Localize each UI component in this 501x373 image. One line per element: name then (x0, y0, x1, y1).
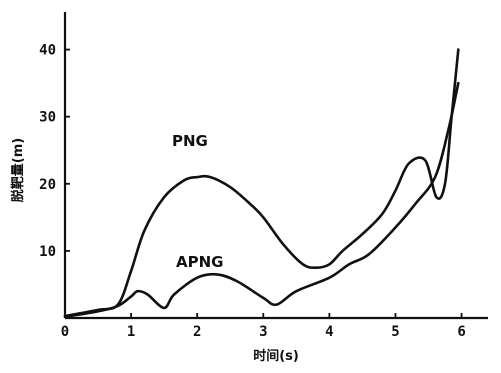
x-tick-label-3: 3 (259, 324, 267, 340)
x-axis-title: 时间(s) (253, 348, 299, 364)
series-label-png: PNG (172, 132, 208, 150)
y-tick-label-40: 40 (39, 43, 56, 59)
y-tick-label-20: 20 (39, 177, 56, 193)
y-tick-label-30: 30 (39, 110, 56, 126)
y-tick-label-10: 10 (39, 244, 56, 260)
x-tick-label-1: 1 (127, 324, 135, 340)
series-line-apng (63, 81, 460, 318)
x-tick-label-5: 5 (391, 324, 399, 340)
x-tick-label-4: 4 (325, 324, 333, 340)
series-line-png (63, 48, 460, 318)
series (63, 48, 460, 318)
y-axis-title: 脱靶量(m) (10, 138, 26, 202)
x-tick-label-6: 6 (457, 324, 465, 340)
ticks: 0 1 2 3 4 5 6 10 20 30 40 (39, 43, 466, 340)
axes (63, 12, 488, 320)
x-tick-label-0: 0 (61, 324, 69, 340)
series-label-apng: APNG (176, 253, 223, 271)
x-tick-label-2: 2 (193, 324, 201, 340)
